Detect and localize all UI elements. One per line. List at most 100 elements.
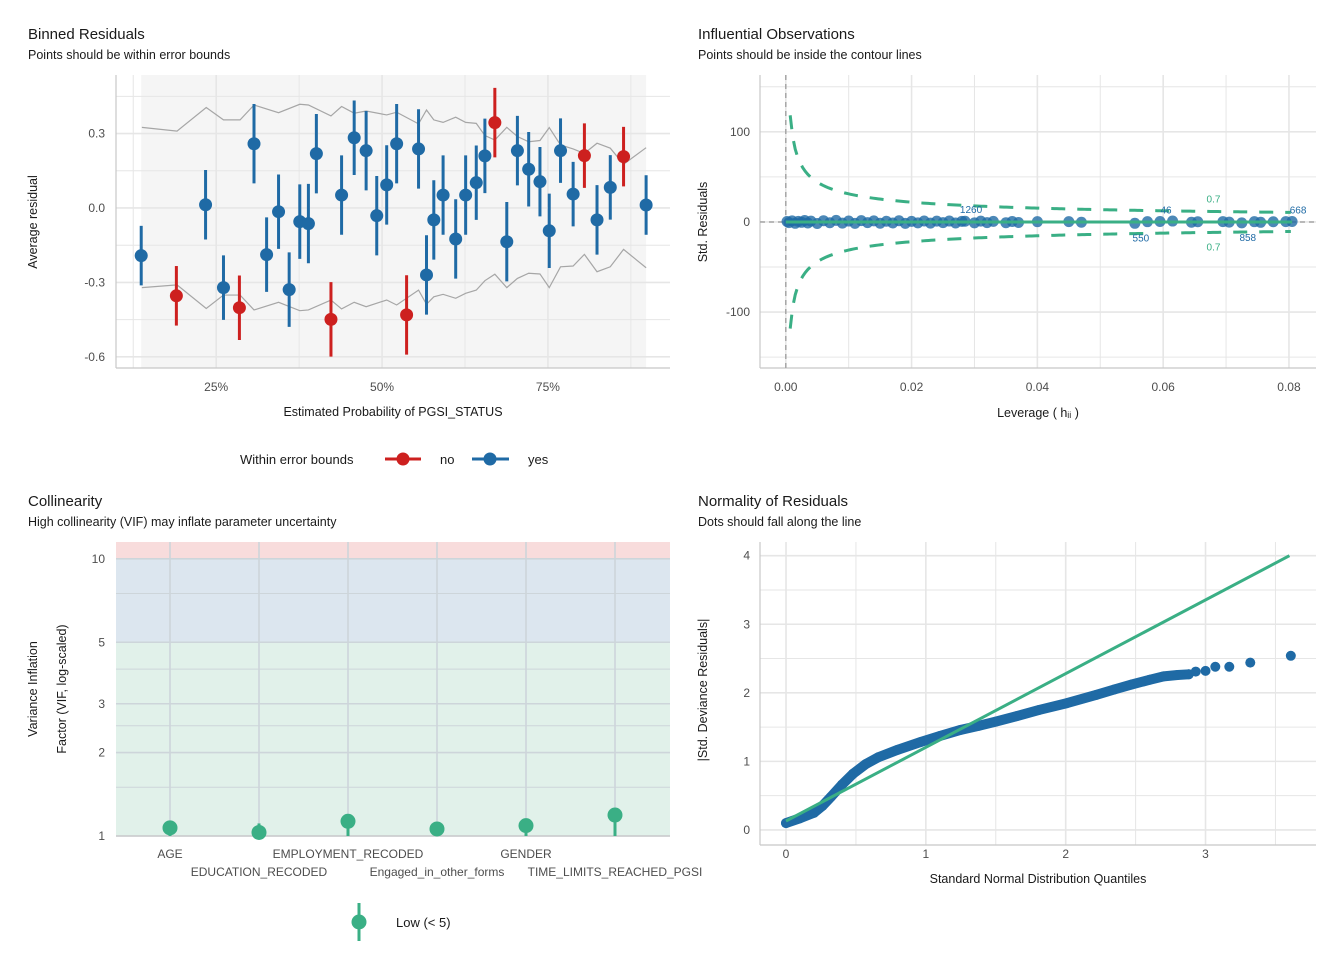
x-tick-label: 1 xyxy=(923,847,930,861)
binned-residual-point xyxy=(347,131,361,145)
y-tick-label: -100 xyxy=(726,305,750,319)
x-tick-label: 25% xyxy=(204,380,228,394)
residual-point xyxy=(1109,684,1120,695)
residual-points-dense xyxy=(781,669,1194,829)
contour-label: 0.7 xyxy=(1207,195,1221,206)
y-tick-label: 3 xyxy=(743,617,750,631)
vif-band-low xyxy=(116,642,670,836)
legend-low-label: Low (< 5) xyxy=(396,915,451,930)
binned-residual-point xyxy=(617,150,631,164)
binned-residual-point xyxy=(459,188,473,202)
legend-low-marker-icon xyxy=(351,914,367,930)
binned-residual-point xyxy=(400,308,414,322)
residual-point xyxy=(1285,650,1296,661)
y-axis-label-line-1: Variance Inflation xyxy=(26,641,40,737)
residual-point xyxy=(1062,698,1073,709)
y-tick-label: 4 xyxy=(743,549,750,563)
y-tick-label: 2 xyxy=(98,746,105,760)
vif-point xyxy=(162,820,178,836)
legend-no-marker-icon xyxy=(396,452,410,466)
binned-residual-point xyxy=(522,162,536,176)
x-tick-label: TIME_LIMITS_REACHED_PGSI xyxy=(528,865,703,879)
binned-residual-point xyxy=(370,209,384,223)
binned-residual-point xyxy=(247,137,261,151)
binned-residual-point xyxy=(216,281,230,295)
panel-subtitle: Dots should fall along the line xyxy=(698,515,861,529)
binned-residual-point xyxy=(301,217,315,231)
y-tick-label: 1 xyxy=(743,754,750,768)
residual-point xyxy=(1158,671,1169,682)
binned-residual-point xyxy=(566,187,580,201)
y-tick-label: 0.0 xyxy=(88,201,105,215)
binned-residual-point xyxy=(577,149,591,163)
binned-residual-point xyxy=(542,224,556,238)
vif-point xyxy=(607,807,623,823)
binned-residual-point xyxy=(427,213,441,227)
collinearity-plot: AGE EDUCATION_RECODED EMPLOYMENT_RECODED En… xyxy=(92,542,703,879)
x-axis-label: Leverage ( hᵢᵢ ) xyxy=(997,406,1079,420)
y-tick-label: 5 xyxy=(98,635,105,649)
binned-residual-point xyxy=(335,188,349,202)
binned-residual-point xyxy=(449,232,463,246)
residual-point xyxy=(1200,665,1211,676)
binned-residual-point xyxy=(282,283,296,297)
residual-point xyxy=(1144,674,1155,685)
residual-point xyxy=(915,737,926,748)
residual-point xyxy=(1034,704,1045,715)
binned-residual-point xyxy=(380,178,394,192)
observation-label: 1260 xyxy=(960,205,983,216)
x-tick-label: 0.08 xyxy=(1277,380,1301,394)
binned-residual-point xyxy=(420,268,434,282)
residual-point xyxy=(1091,689,1102,700)
binned-residual-point xyxy=(436,188,450,202)
x-tick-label: 3 xyxy=(1202,847,1209,861)
residual-point xyxy=(990,716,1001,727)
panel-subtitle: Points should be inside the contour line… xyxy=(698,48,922,62)
residual-point xyxy=(848,768,859,779)
binned-residual-point xyxy=(309,147,323,161)
normality-panel: Normality of Residuals Dots should fall … xyxy=(696,493,1316,886)
binned-residual-point xyxy=(469,176,483,190)
residual-point xyxy=(1245,657,1256,668)
binned-residual-point xyxy=(260,248,274,262)
vif-point xyxy=(340,813,356,829)
y-tick-label: 0 xyxy=(743,215,750,229)
collinearity-panel: Collinearity High collinearity (VIF) may… xyxy=(26,493,702,941)
residual-point xyxy=(1224,661,1235,672)
x-tick-label: EDUCATION_RECODED xyxy=(191,865,328,879)
y-tick-label: 0 xyxy=(743,823,750,837)
legend-yes-label: yes xyxy=(528,452,549,467)
binned-residual-point xyxy=(510,144,524,158)
panel-subtitle: Points should be within error bounds xyxy=(28,48,230,62)
binned-residual-point xyxy=(272,205,286,219)
residual-point xyxy=(1011,711,1022,722)
vif-band-high xyxy=(116,542,670,559)
x-axis-label: Standard Normal Distribution Quantiles xyxy=(930,872,1147,886)
x-tick-label: 0.02 xyxy=(900,380,924,394)
residual-point xyxy=(836,779,847,790)
y-axis-label: |Std. Deviance Residuals| xyxy=(696,619,710,762)
residual-point xyxy=(1210,661,1221,672)
x-tick-label: Engaged_in_other_forms xyxy=(370,865,505,879)
y-tick-label: -0.6 xyxy=(84,350,105,364)
panel-title: Collinearity xyxy=(28,493,103,510)
binned-residual-point xyxy=(412,142,426,156)
binned-residuals-panel: Binned Residuals Points should be within… xyxy=(26,26,670,467)
residual-point xyxy=(1172,669,1183,680)
legend-yes-marker-icon xyxy=(483,452,497,466)
influential-observations-panel: Influential Observations Points should b… xyxy=(696,26,1316,420)
observation-label: 668 xyxy=(1290,206,1307,217)
vif-point xyxy=(518,818,534,834)
y-tick-label: 1 xyxy=(98,829,105,843)
contour-label: 0.7 xyxy=(1207,242,1221,253)
qq-plot: 0 1 2 3 0 1 2 3 4 xyxy=(743,542,1316,861)
residual-point xyxy=(873,752,884,763)
y-tick-label: 0.3 xyxy=(88,127,105,141)
binned-residual-point xyxy=(603,180,617,194)
vif-point xyxy=(429,821,445,837)
cooks-distance-upper-contour xyxy=(788,115,1291,214)
influential-observations-plot: 0.7 0.7 1260 46 668 550 858 0.00 0.02 0.04 0.06 0.0… xyxy=(726,75,1316,394)
residual-point xyxy=(1126,679,1137,690)
binned-residual-point xyxy=(134,249,148,263)
